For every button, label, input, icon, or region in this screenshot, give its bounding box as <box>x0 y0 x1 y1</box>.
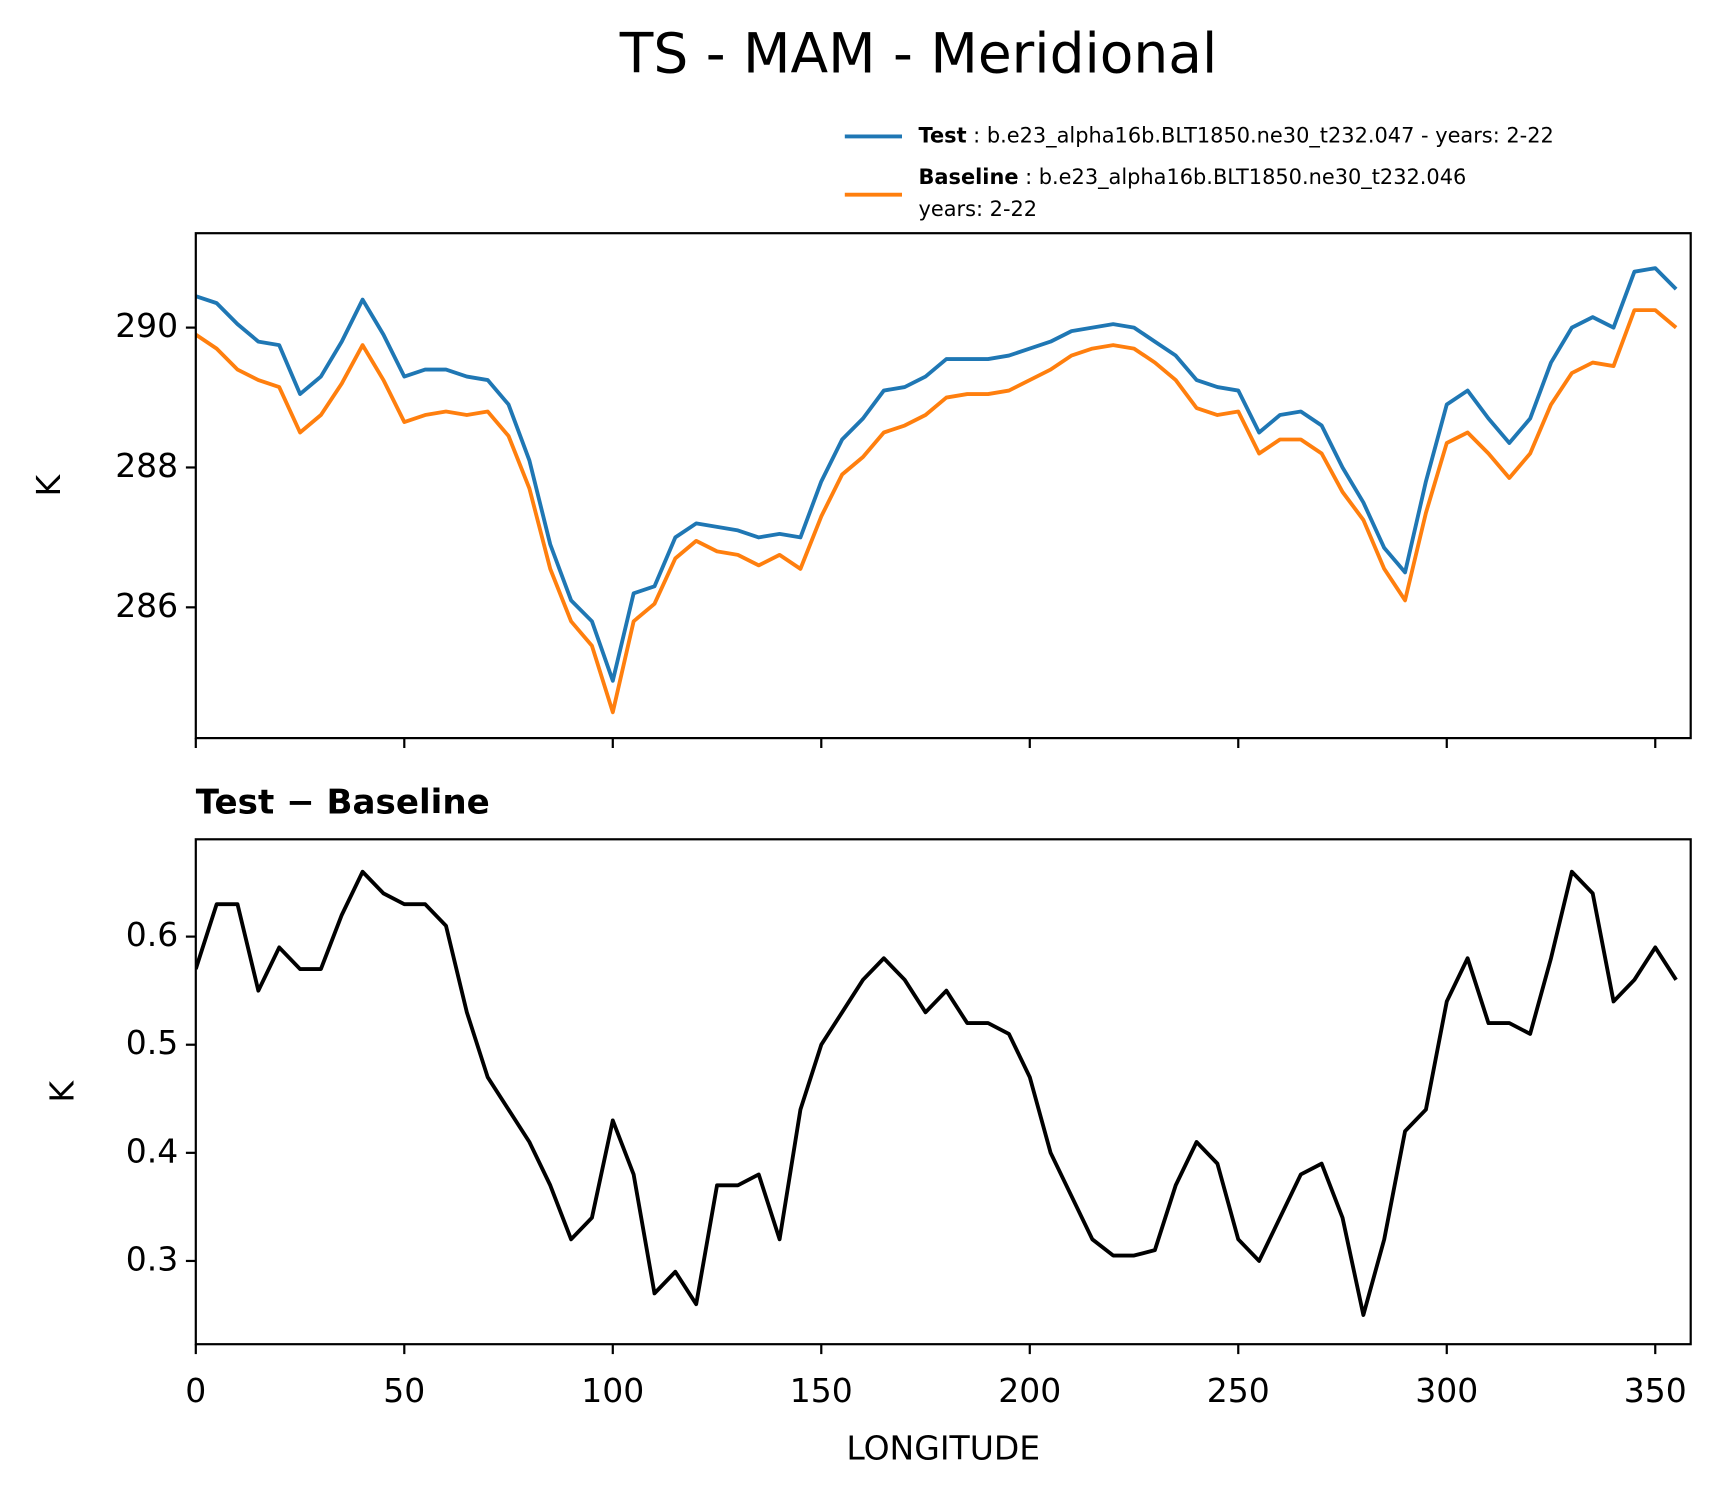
y-tick-label: 0.5 <box>126 1023 178 1062</box>
x-tick-label: 350 <box>1624 1371 1687 1410</box>
data-line <box>195 308 1678 715</box>
x-tick-label: 0 <box>185 1371 206 1410</box>
axes-frame <box>194 232 1692 740</box>
chart-subtitle: Test − Baseline <box>196 783 490 823</box>
legend-text: years: 2-22 <box>919 197 1038 221</box>
x-tick-label: 250 <box>1207 1371 1270 1410</box>
legend-entry: Test: b.e23_alpha16b.BLT1850.ne30_t232.0… <box>919 123 1554 148</box>
y-tick-label: 288 <box>115 446 178 485</box>
legend-entry: Baseline: b.e23_alpha16b.BLT1850.ne30_t2… <box>919 165 1467 221</box>
x-tick-label: 300 <box>1415 1371 1478 1410</box>
legend-text: : b.e23_alpha16b.BLT1850.ne30_t232.046 <box>1025 165 1466 190</box>
x-tick-label: 100 <box>581 1371 644 1410</box>
y-axis-label: K <box>42 1080 81 1103</box>
y-tick-label: 286 <box>115 586 178 625</box>
legend-name: Test <box>919 123 967 147</box>
y-tick-label: 290 <box>115 306 178 345</box>
plot-area <box>195 869 1678 1317</box>
x-tick-label: 200 <box>998 1371 1061 1410</box>
x-tick-label: 50 <box>383 1371 425 1410</box>
x-axis-label: LONGITUDE <box>846 1428 1040 1467</box>
legend-name: Baseline <box>919 165 1019 189</box>
data-line <box>195 869 1678 1317</box>
y-tick-label: 0.3 <box>126 1239 178 1278</box>
plot-area <box>195 266 1678 715</box>
chart-title: TS - MAM - Meridional <box>619 21 1218 85</box>
data-line <box>195 266 1678 683</box>
y-tick-label: 0.4 <box>126 1131 178 1170</box>
y-axis-label: K <box>29 473 68 496</box>
x-tick-label: 150 <box>790 1371 853 1410</box>
y-tick-label: 0.6 <box>126 915 178 954</box>
axes-frame <box>194 838 1692 1346</box>
legend-text: : b.e23_alpha16b.BLT1850.ne30_t232.047 -… <box>973 123 1554 148</box>
